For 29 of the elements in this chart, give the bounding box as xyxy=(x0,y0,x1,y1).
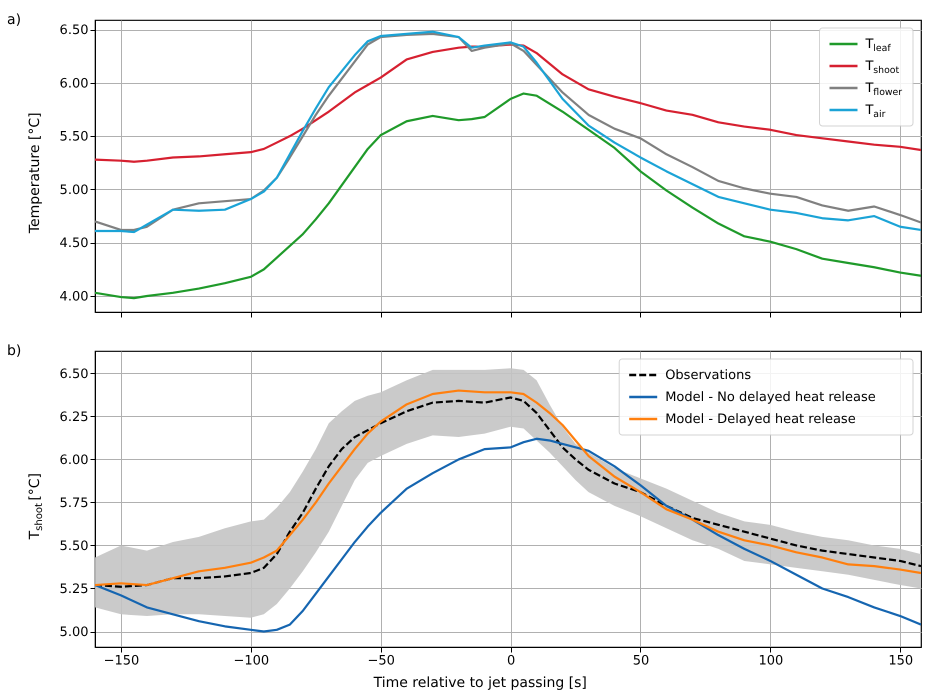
y-tick-label: 6.50 xyxy=(60,23,88,38)
x-tick-label: −50 xyxy=(368,654,395,668)
x-tick-label: 0 xyxy=(506,654,516,668)
y-tick-label: 6.00 xyxy=(60,452,88,468)
line-series xyxy=(95,438,921,633)
y-tick-label: 5.00 xyxy=(60,182,88,198)
y-tick-label: 5.75 xyxy=(60,496,88,511)
y-tick-label: 4.00 xyxy=(60,290,88,305)
y-tick-label: 5.00 xyxy=(60,625,88,640)
y-tick-label: 6.50 xyxy=(60,366,88,382)
x-tick-label: 100 xyxy=(758,654,784,668)
y-tick-label: 4.50 xyxy=(60,236,88,252)
x-axis-title: Time relative to jet passing [s] xyxy=(372,675,587,691)
y-axis-title: Temperature [°C] xyxy=(27,112,43,234)
y-axis-title: Tshoot [°C] xyxy=(27,472,46,540)
y-tick-label: 5.25 xyxy=(60,582,88,597)
y-tick-label: 6.25 xyxy=(60,410,88,425)
legend-label: Model - No delayed heat release xyxy=(665,390,876,405)
y-tick-label: 5.50 xyxy=(60,538,88,554)
x-tick-label: −150 xyxy=(104,654,140,668)
y-tick-label: 6.00 xyxy=(60,76,88,92)
x-tick-label: 50 xyxy=(632,654,650,668)
x-tick-label: −100 xyxy=(233,654,270,668)
x-tick-label: 150 xyxy=(888,654,914,668)
legend-label: Model - Delayed heat release xyxy=(665,412,856,427)
text: a) xyxy=(7,12,22,28)
legend-label: Observations xyxy=(665,368,752,383)
y-tick-label: 5.50 xyxy=(60,130,88,145)
text: b) xyxy=(7,343,22,359)
